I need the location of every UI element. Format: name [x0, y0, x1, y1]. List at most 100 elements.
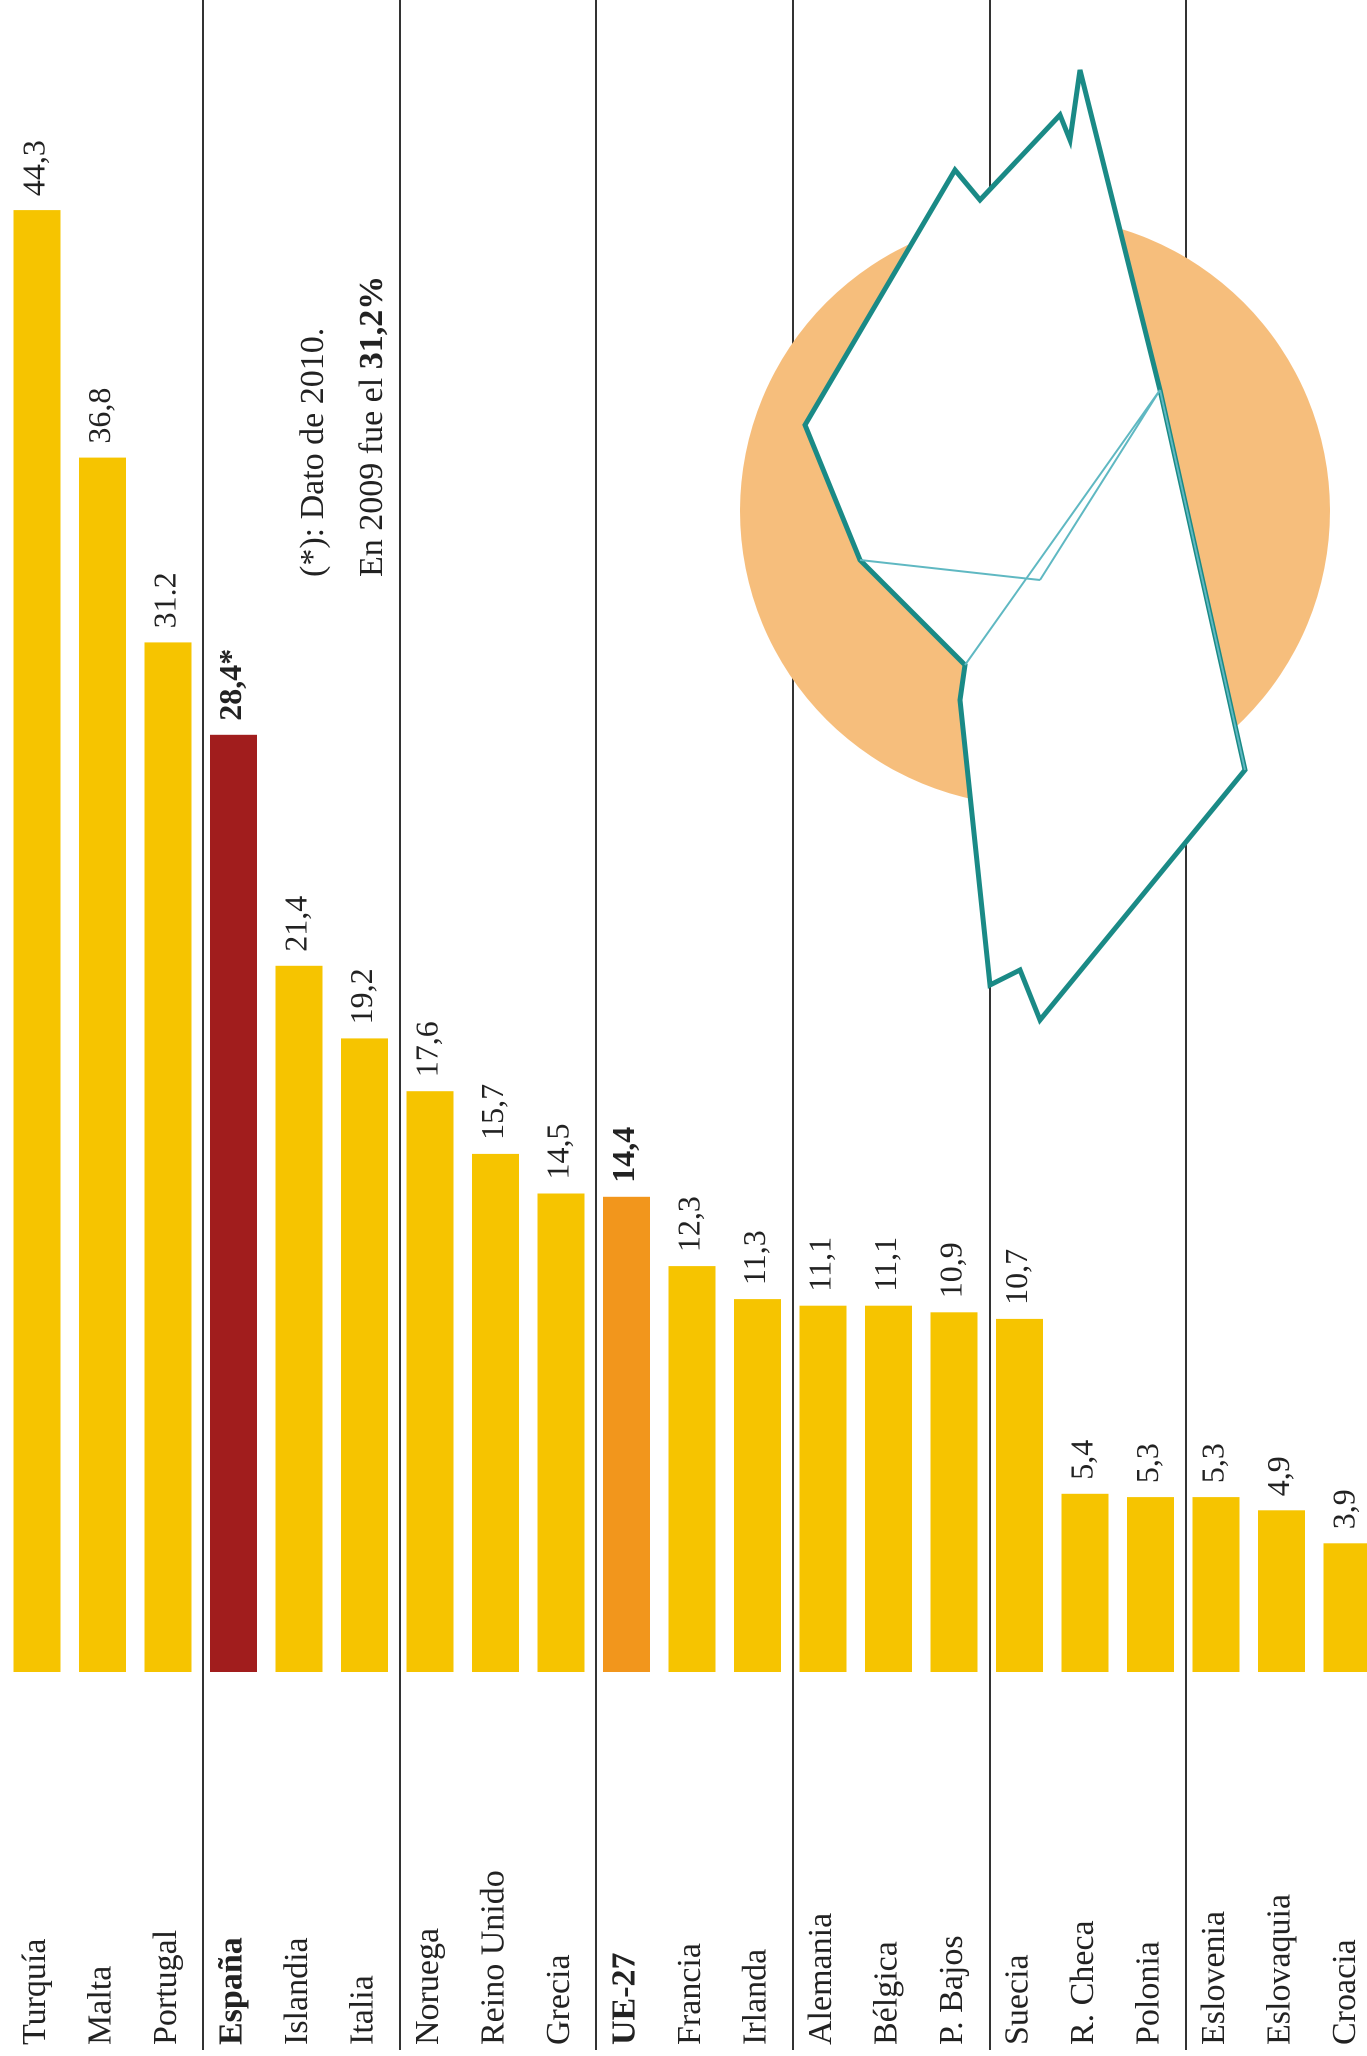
value-label-group: 3,9	[1325, 1489, 1361, 1529]
value-label: 36,8	[81, 388, 117, 444]
category-label: Polonia	[1129, 1941, 1166, 2045]
bar	[210, 735, 257, 1672]
category-label-group: Croacia	[1326, 1939, 1363, 2045]
bar	[734, 1299, 781, 1672]
value-label: 28,4*	[212, 649, 248, 721]
category-label-group: Francia	[671, 1943, 708, 2045]
value-label: 31.2	[146, 572, 182, 628]
category-label: Irlanda	[736, 1949, 773, 2045]
bar	[669, 1266, 716, 1672]
value-label: 11,3	[736, 1230, 772, 1285]
value-label-group: 5,3	[1194, 1443, 1230, 1483]
value-label: 21,4	[277, 896, 313, 952]
bar	[341, 1038, 388, 1672]
category-label: P. Bajos	[933, 1935, 970, 2045]
category-label-group: Islandia	[278, 1937, 315, 2045]
category-label-group: Eslovenia	[1195, 1911, 1232, 2045]
category-label-group: Alemania	[802, 1913, 839, 2045]
category-label-group: Suecia	[998, 1954, 1035, 2045]
category-label: Noruega	[409, 1928, 446, 2045]
value-label: 15,7	[474, 1084, 510, 1140]
bar	[538, 1194, 585, 1673]
value-label-group: 5,3	[1129, 1443, 1165, 1483]
value-label-group: 36,8	[81, 388, 117, 444]
bar	[145, 642, 192, 1672]
bar	[1193, 1497, 1240, 1672]
value-label: 17,6	[408, 1021, 444, 1077]
value-label-group: 14,5	[539, 1124, 575, 1180]
bar	[276, 966, 323, 1672]
value-label: 11,1	[867, 1237, 903, 1292]
category-label: Croacia	[1326, 1939, 1363, 2045]
category-label-group: Polonia	[1129, 1941, 1166, 2045]
category-label-group: Eslovaquia	[1260, 1894, 1297, 2045]
category-label: Alemania	[802, 1913, 839, 2045]
value-label: 44,3	[15, 140, 51, 196]
value-label-group: 11,3	[736, 1230, 772, 1285]
category-label: Islandia	[278, 1937, 315, 2045]
value-label: 14,4	[605, 1127, 641, 1183]
category-label-group: Reino Unido	[474, 1870, 511, 2045]
category-label-group: Italia	[343, 1975, 380, 2045]
value-label: 14,5	[539, 1124, 575, 1180]
note-text: En 2009 fue el	[353, 369, 390, 577]
value-label: 5,3	[1129, 1443, 1165, 1483]
value-label-group: 31.2	[146, 572, 182, 628]
bar	[79, 458, 126, 1672]
note-text: (*): Dato de 2010.	[294, 328, 331, 577]
value-label-group: 10,7	[998, 1249, 1034, 1305]
bar	[931, 1312, 978, 1672]
bar	[1258, 1510, 1305, 1672]
category-label-group: Grecia	[540, 1954, 577, 2045]
value-label-group: 12,3	[670, 1196, 706, 1252]
value-label-group: 44,3	[15, 140, 51, 196]
value-label: 10,9	[932, 1242, 968, 1298]
value-label-group: 14,4	[605, 1127, 641, 1183]
note-2: En 2009 fue el 31,2%	[353, 276, 390, 577]
value-label: 5,3	[1194, 1443, 1230, 1483]
category-label: UE-27	[605, 1952, 642, 2045]
category-label-group: Malta	[81, 1966, 118, 2045]
bar	[865, 1306, 912, 1672]
note-1: (*): Dato de 2010.	[294, 328, 331, 577]
value-label-group: 15,7	[474, 1084, 510, 1140]
category-label-group: P. Bajos	[933, 1935, 970, 2045]
category-label: Grecia	[540, 1954, 577, 2045]
category-label-group: Turquía	[16, 1939, 53, 2045]
value-label: 12,3	[670, 1196, 706, 1252]
category-label: Portugal	[147, 1930, 184, 2045]
category-label-group: R. Checa	[1064, 1920, 1101, 2045]
value-label-group: 5,4	[1063, 1440, 1099, 1480]
category-label: Bélgica	[867, 1941, 904, 2045]
category-label: Eslovenia	[1195, 1911, 1232, 2045]
value-label: 4,9	[1260, 1456, 1296, 1496]
category-label: España	[212, 1937, 249, 2045]
value-label-group: 11,1	[801, 1237, 837, 1292]
category-label: Italia	[343, 1975, 380, 2045]
bar	[472, 1154, 519, 1672]
value-label: 5,4	[1063, 1440, 1099, 1480]
value-label-group: 19,2	[343, 968, 379, 1024]
book	[805, 70, 1245, 1020]
category-label: Reino Unido	[474, 1870, 511, 2045]
value-label-group: 4,9	[1260, 1456, 1296, 1496]
value-label-group: 10,9	[932, 1242, 968, 1298]
value-label: 19,2	[343, 968, 379, 1024]
bar	[1324, 1543, 1367, 1672]
category-label-group: Portugal	[147, 1930, 184, 2045]
value-label-group: 17,6	[408, 1021, 444, 1077]
value-label: 3,9	[1325, 1489, 1361, 1529]
value-label-group: 21,4	[277, 896, 313, 952]
bar	[1062, 1494, 1109, 1672]
value-label-group: 28,4*	[212, 649, 248, 721]
category-label-group: España	[212, 1937, 249, 2045]
category-label-group: UE-27	[605, 1952, 642, 2045]
bar	[407, 1091, 454, 1672]
category-label: Suecia	[998, 1954, 1035, 2045]
category-label: Francia	[671, 1943, 708, 2045]
category-label: Malta	[81, 1966, 118, 2045]
bar	[996, 1319, 1043, 1672]
category-label: Eslovaquia	[1260, 1894, 1297, 2045]
book-illustration	[740, 70, 1330, 1020]
bar	[800, 1306, 847, 1672]
